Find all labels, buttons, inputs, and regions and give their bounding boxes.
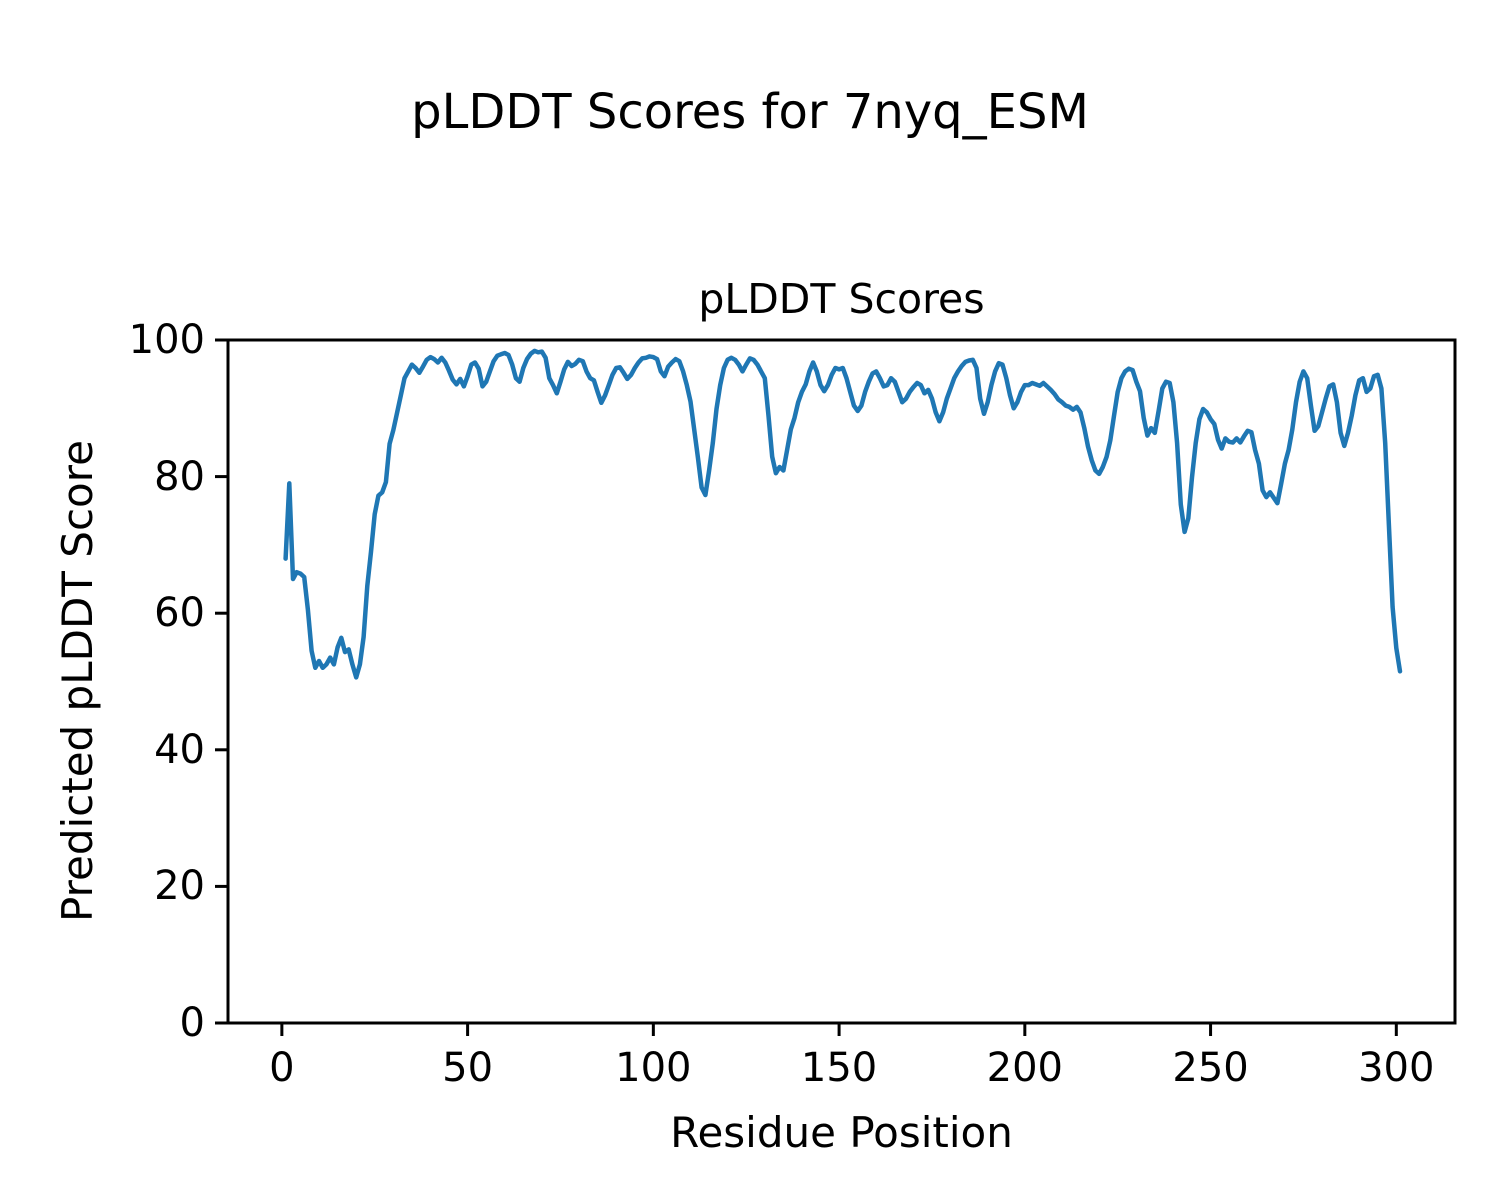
x-tick-label: 100 — [615, 1045, 692, 1091]
y-tick-label: 100 — [128, 317, 205, 363]
y-tick-label: 20 — [154, 863, 205, 910]
y-tick-label: 40 — [154, 726, 205, 773]
x-tick-label: 0 — [269, 1045, 295, 1091]
y-tick-label: 60 — [154, 590, 205, 637]
plot-frame — [226, 338, 1457, 1025]
x-axis-label: Residue Position — [670, 1108, 1013, 1157]
figure-title: pLDDT Scores for 7nyq_ESM — [411, 84, 1089, 140]
y-tick-label: 80 — [154, 453, 205, 500]
x-tick-label: 50 — [442, 1045, 494, 1091]
y-tick-label: 0 — [179, 1000, 205, 1046]
plddt-line — [283, 348, 1403, 680]
x-tick-label: 250 — [1172, 1045, 1249, 1091]
x-tick-label: 150 — [800, 1045, 878, 1091]
axes-title: pLDDT Scores — [698, 275, 985, 323]
x-tick-label: 300 — [1358, 1045, 1435, 1091]
x-tick-label: 200 — [986, 1045, 1063, 1091]
